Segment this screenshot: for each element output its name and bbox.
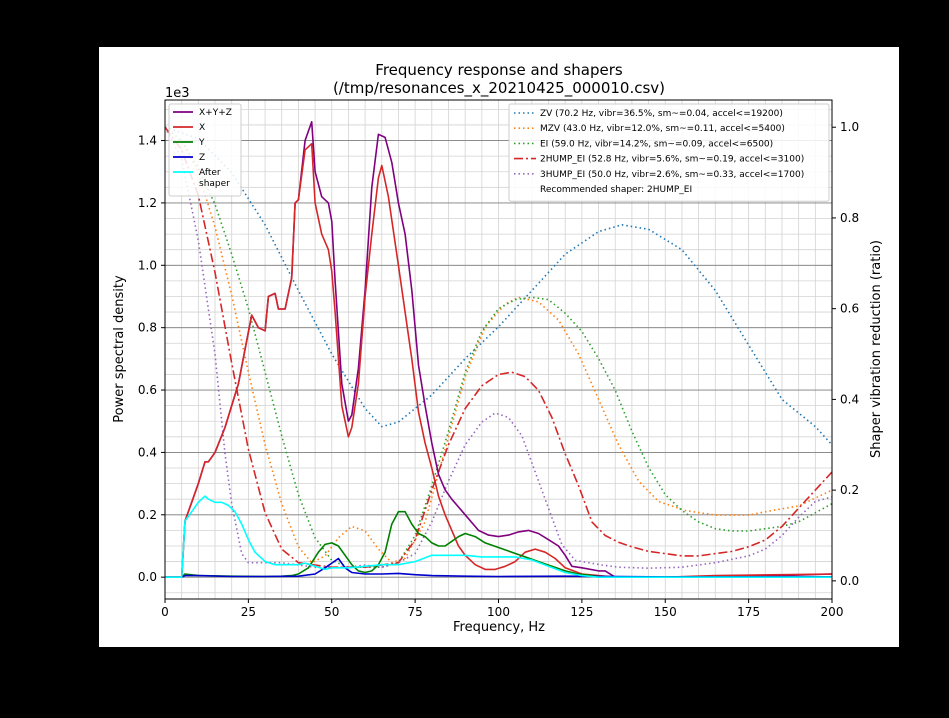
psd-line bbox=[165, 495, 832, 578]
x-tick-label: 25 bbox=[241, 605, 256, 619]
chart-subtitle: (/tmp/resonances_x_20210425_000010.csv) bbox=[333, 79, 665, 98]
y-axis-label: Power spectral density bbox=[112, 275, 127, 423]
y-tick-label: 1.0 bbox=[138, 258, 157, 272]
y2-axis-label: Shaper vibration reduction (ratio) bbox=[869, 240, 884, 458]
shaper-line bbox=[164, 126, 833, 568]
x-tick-label: 175 bbox=[737, 605, 760, 619]
recommended-shaper-label: Recommended shaper: 2HUMP_EI bbox=[540, 185, 692, 195]
legend-label: EI (59.0 Hz, vibr=14.2%, sm~=0.09, accel… bbox=[540, 139, 773, 149]
legend-shapers: ZV (70.2 Hz, vibr=36.5%, sm~=0.04, accel… bbox=[508, 103, 830, 202]
y-multiplier-label: 1e3 bbox=[165, 86, 190, 101]
legend-shapers-box bbox=[508, 103, 830, 202]
y-tick-label: 1.2 bbox=[138, 196, 157, 210]
legend-label: 2HUMP_EI (52.8 Hz, vibr=5.6%, sm~=0.19, … bbox=[540, 155, 804, 165]
y2-tick-label: 0.0 bbox=[840, 574, 859, 588]
y2-tick-label: 0.6 bbox=[840, 302, 859, 316]
legend-label: ZV (70.2 Hz, vibr=36.5%, sm~=0.04, accel… bbox=[540, 109, 783, 119]
y-tick-label: 0.6 bbox=[138, 383, 157, 397]
axes: 0 25 50 75 100 125 150 175 200 0.0 0.2 0.4 0.6 0.8 1.0… bbox=[138, 120, 859, 619]
y2-tick-label: 0.8 bbox=[840, 211, 859, 225]
figure: Frequency response and shapers (/tmp/res… bbox=[99, 47, 899, 647]
y-tick-label: 0.4 bbox=[138, 445, 157, 459]
legend-label: X bbox=[199, 123, 205, 133]
psd-line bbox=[165, 142, 833, 578]
x-tick-label: 150 bbox=[654, 605, 677, 619]
legend-label: X+Y+Z bbox=[199, 108, 232, 118]
shaper-curves bbox=[164, 126, 833, 570]
legend-label: After bbox=[199, 168, 221, 178]
chart-title: Frequency response and shapers bbox=[375, 61, 623, 79]
y-tick-label: 0.2 bbox=[138, 508, 157, 522]
x-tick-label: 100 bbox=[487, 605, 510, 619]
x-tick-label: 75 bbox=[407, 605, 422, 619]
y-tick-label: 0.0 bbox=[138, 570, 157, 584]
x-tick-label: 0 bbox=[161, 605, 169, 619]
y-tick-label: 0.8 bbox=[138, 321, 157, 335]
shaper-line bbox=[164, 126, 833, 564]
x-tick-label: 200 bbox=[821, 605, 844, 619]
x-tick-label: 125 bbox=[570, 605, 593, 619]
y2-tick-label: 0.4 bbox=[840, 392, 859, 406]
x-axis-label: Frequency, Hz bbox=[453, 620, 545, 635]
chart: Frequency response and shapers (/tmp/res… bbox=[112, 61, 884, 635]
x-tick-label: 50 bbox=[324, 605, 339, 619]
psd-curves bbox=[165, 121, 833, 578]
y2-tick-label: 1.0 bbox=[840, 120, 859, 134]
y2-tick-label: 0.2 bbox=[840, 483, 859, 497]
legend-label: 3HUMP_EI (50.0 Hz, vibr=2.6%, sm~=0.33, … bbox=[540, 170, 804, 180]
legend-label: Z bbox=[199, 153, 205, 163]
legend-label: MZV (43.0 Hz, vibr=12.0%, sm~=0.11, acce… bbox=[540, 124, 785, 134]
shaper-line bbox=[164, 126, 833, 446]
legend-label: shaper bbox=[199, 179, 230, 189]
y-tick-label: 1.4 bbox=[138, 134, 157, 148]
legend-label: Y bbox=[198, 138, 205, 148]
